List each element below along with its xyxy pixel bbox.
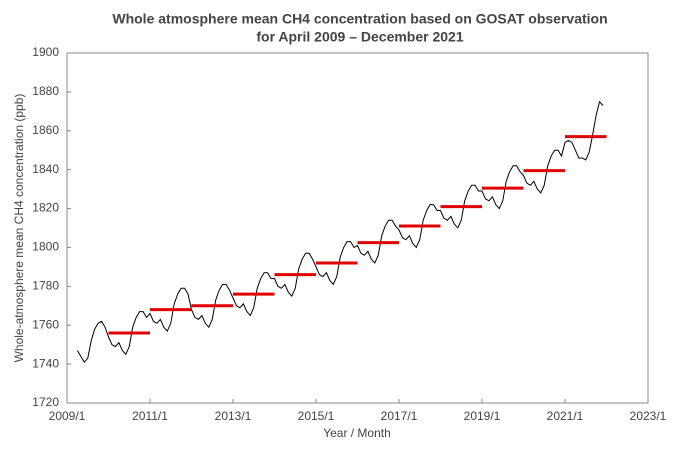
x-tick-label: 2017/1	[381, 409, 418, 423]
x-axis-label: Year / Month	[323, 426, 391, 440]
x-tick-label: 2011/1	[132, 409, 168, 423]
chart-title: Whole atmosphere mean CH4 concentration …	[112, 11, 607, 27]
plot-frame	[66, 52, 649, 404]
y-tick-label: 1720	[32, 395, 59, 409]
y-axis-label: Whole-atmosphere mean CH4 concentration …	[12, 94, 26, 363]
x-tick-label: 2021/1	[547, 409, 584, 423]
y-tick-label: 1780	[32, 279, 59, 293]
y-tick-label: 1800	[32, 240, 59, 254]
y-tick-label: 1880	[32, 84, 59, 98]
x-tick-label: 2015/1	[298, 409, 335, 423]
x-tick-label: 2009/1	[49, 409, 86, 423]
chart-title: for April 2009 – December 2021	[256, 29, 463, 45]
x-tick-label: 2019/1	[464, 409, 501, 423]
y-tick-label: 1820	[32, 201, 59, 215]
y-tick-label: 1760	[32, 317, 59, 331]
series-line	[76, 100, 604, 364]
y-tick-label: 1900	[32, 45, 59, 59]
y-tick-label: 1860	[32, 123, 59, 137]
x-tick-label: 2023/1	[630, 409, 667, 423]
y-tick-label: 1740	[32, 356, 59, 370]
x-tick-label: 2013/1	[215, 409, 252, 423]
y-tick-label: 1840	[32, 162, 59, 176]
